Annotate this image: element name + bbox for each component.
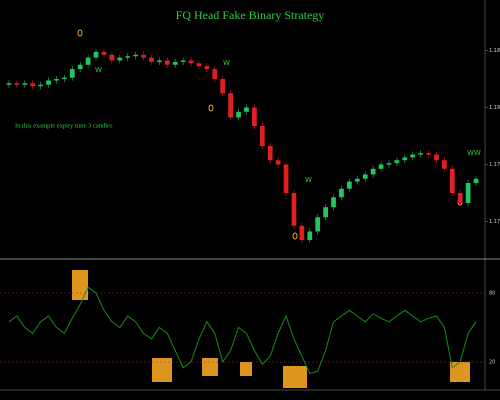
- highlight-boxes: [72, 270, 470, 388]
- candle: [125, 56, 131, 58]
- candle: [236, 111, 241, 118]
- y-tick-label: 20: [489, 360, 495, 366]
- candle: [402, 157, 408, 161]
- candle: [149, 57, 154, 62]
- candle: [331, 197, 336, 208]
- candle: [220, 79, 226, 94]
- candle: [109, 54, 115, 61]
- candle: [442, 160, 447, 169]
- y-tick-label: 1.1720: [489, 219, 500, 225]
- candle: [188, 60, 194, 64]
- candle: [164, 60, 170, 65]
- candle: [434, 154, 439, 161]
- candle: [204, 66, 210, 70]
- candle: [323, 207, 328, 218]
- candle: [93, 51, 99, 58]
- highlight-box: [202, 358, 218, 376]
- y-tick-label: 80: [489, 291, 495, 297]
- candle: [157, 60, 162, 62]
- candle: [244, 107, 249, 112]
- candle: [347, 181, 352, 189]
- y-tick-label: 1.1760: [489, 162, 500, 168]
- candle: [339, 188, 344, 198]
- candle: [307, 231, 313, 241]
- candle: [386, 163, 392, 165]
- candle: [85, 57, 91, 65]
- w-marker: W: [305, 176, 312, 184]
- candle: [354, 178, 360, 182]
- w-marker: WW: [467, 149, 481, 157]
- candle: [315, 217, 321, 232]
- candle: [259, 126, 265, 146]
- candle: [275, 160, 281, 165]
- y-tick-label: 1.1800: [489, 105, 500, 111]
- candle: [449, 168, 455, 193]
- candle: [362, 174, 368, 179]
- indicator-line: [8, 286, 477, 375]
- candle: [370, 168, 376, 175]
- candle: [410, 154, 416, 158]
- candle: [6, 83, 12, 85]
- candle: [252, 107, 257, 127]
- chart-title: FQ Head Fake Binary Strategy: [176, 8, 325, 22]
- candle: [394, 160, 400, 164]
- candle: [228, 93, 233, 118]
- candle: [465, 183, 471, 203]
- candle: [196, 63, 202, 67]
- highlight-box: [240, 362, 252, 376]
- candle: [473, 178, 479, 184]
- w-marker: W: [95, 66, 102, 74]
- candle: [133, 54, 138, 57]
- highlight-box: [283, 366, 307, 388]
- candle: [54, 79, 59, 81]
- candle: [378, 164, 384, 169]
- candle: [14, 83, 20, 85]
- y-tick-label: 1.1840: [489, 48, 500, 54]
- candle: [418, 153, 423, 155]
- highlight-box: [72, 270, 88, 300]
- signal-circle: [77, 29, 83, 37]
- signal-circle: [292, 232, 298, 240]
- signal-circle: [208, 104, 214, 112]
- highlight-box: [450, 362, 470, 382]
- candle: [172, 61, 178, 65]
- candle: [283, 164, 289, 193]
- candle: [62, 77, 67, 80]
- highlight-box: [152, 358, 172, 382]
- annotation: In this example expiry time 3 candles: [15, 122, 113, 129]
- candle: [291, 193, 297, 226]
- candle: [212, 69, 218, 79]
- candle: [457, 193, 463, 203]
- candle: [22, 83, 28, 85]
- candle: [69, 69, 75, 78]
- candle: [46, 80, 51, 85]
- candle: [117, 57, 123, 61]
- candle: [426, 153, 431, 155]
- candle: [299, 225, 305, 241]
- candle: [141, 54, 146, 58]
- candle: [180, 60, 186, 62]
- candle: [101, 51, 107, 55]
- candle: [30, 83, 36, 87]
- candle: [38, 84, 43, 87]
- w-marker: W: [223, 59, 230, 67]
- candle: [267, 145, 273, 161]
- candle: [77, 64, 83, 70]
